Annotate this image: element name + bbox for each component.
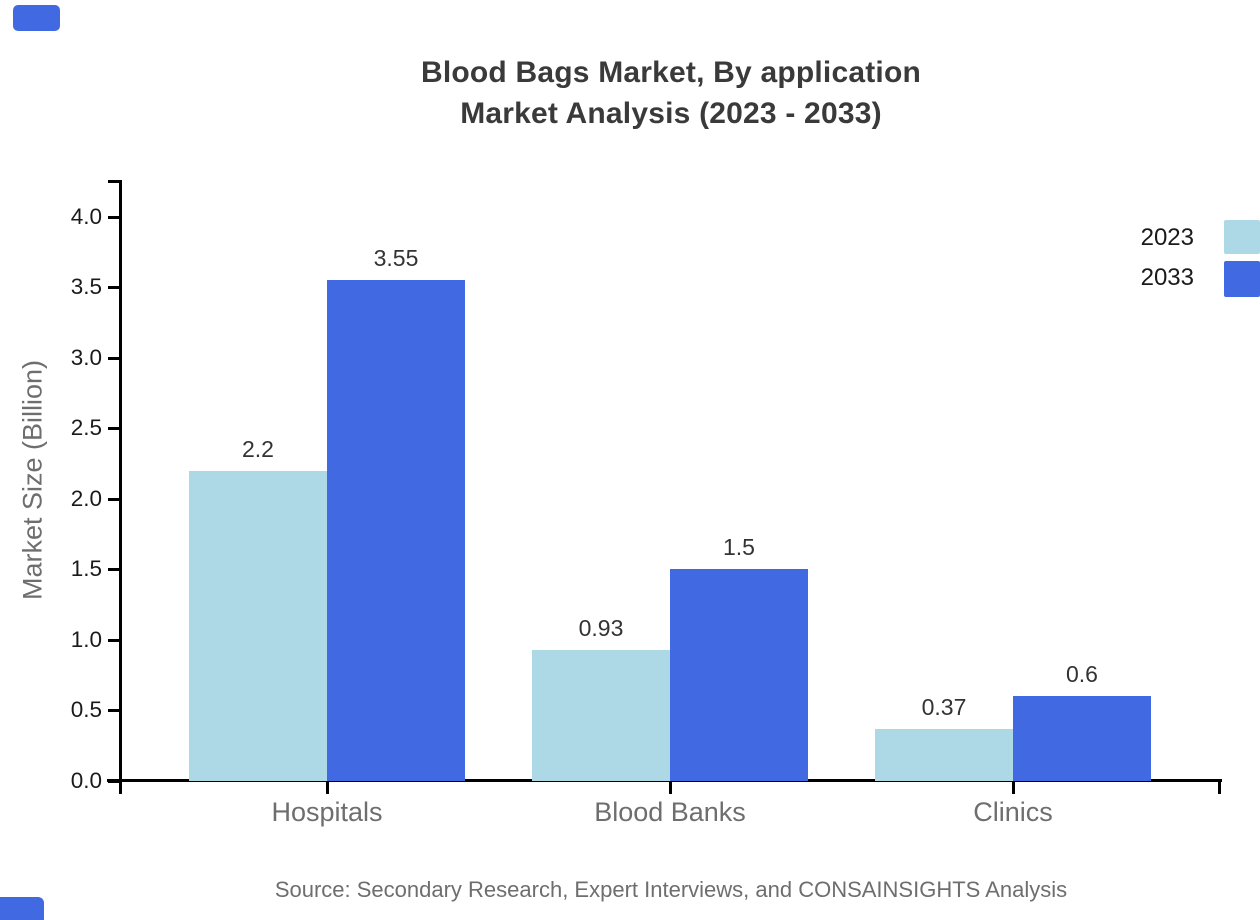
y-tick-label: 0.0 (70, 768, 102, 793)
brand-mark-bottom-left (0, 897, 44, 920)
legend-label-2023: 2023 (1140, 224, 1194, 251)
y-tick (108, 357, 120, 360)
bar-2023-hospitals (189, 471, 327, 781)
x-category-label-blood-banks: Blood Banks (594, 797, 746, 827)
x-axis-line (107, 779, 1222, 782)
y-tick (108, 639, 120, 642)
y-tick (108, 498, 120, 501)
x-tick (326, 781, 329, 794)
value-label-2033-blood-banks: 1.5 (723, 534, 755, 560)
bar-2033-blood-banks (670, 569, 808, 781)
y-tick (108, 780, 120, 783)
legend-swatch-2023 (1224, 220, 1260, 254)
y-tick-label: 0.5 (70, 697, 102, 722)
value-label-2023-blood-banks: 0.93 (578, 615, 624, 641)
bar-2033-clinics (1013, 696, 1151, 781)
y-tick-label: 3.5 (70, 274, 102, 299)
y-tick (108, 286, 120, 289)
legend-swatch-2033 (1224, 261, 1260, 297)
bar-2023-blood-banks (532, 650, 670, 781)
source-note: Source: Secondary Research, Expert Inter… (274, 877, 1068, 902)
y-tick (108, 568, 120, 571)
y-tick (108, 709, 120, 712)
y-tick-label: 1.0 (70, 627, 102, 652)
bar-2023-clinics (875, 729, 1013, 781)
chart-title-line2: Market Analysis (2023 - 2033) (460, 97, 882, 130)
value-label-2023-clinics: 0.37 (921, 694, 967, 720)
y-axis-title: Market Size (Billion) (17, 359, 48, 601)
x-category-label-clinics: Clinics (973, 797, 1053, 827)
brand-mark-top-left (13, 5, 60, 31)
chart-title-line1: Blood Bags Market, By application (420, 56, 922, 89)
x-category-label-hospitals: Hospitals (271, 797, 383, 827)
x-tick (669, 781, 672, 794)
value-label-2023-hospitals: 2.2 (242, 436, 274, 462)
chart-title: Blood Bags Market, By application Market… (120, 52, 1222, 134)
y-tick-label: 4.0 (70, 204, 102, 229)
value-label-2033-hospitals: 3.55 (373, 245, 419, 271)
x-axis-end-tick (1218, 781, 1221, 794)
x-tick (1012, 781, 1015, 794)
value-label-2033-clinics: 0.6 (1066, 661, 1098, 687)
y-tick (108, 216, 120, 219)
legend-label-2033: 2033 (1140, 264, 1194, 291)
bar-2033-hospitals (327, 280, 465, 781)
y-axis-end-tick (108, 180, 120, 183)
y-tick (108, 427, 120, 430)
y-axis-line (119, 180, 122, 794)
